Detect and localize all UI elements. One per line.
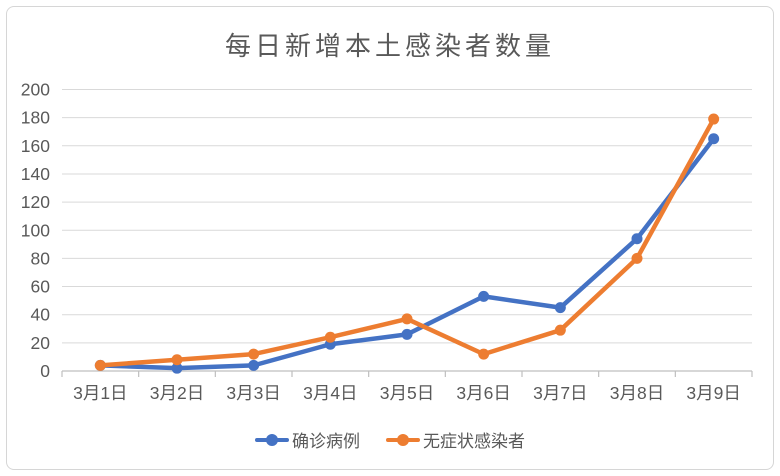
- series-确诊病例: [94, 133, 720, 374]
- data-point: [708, 133, 720, 145]
- legend: 确诊病例 无症状感染者: [0, 427, 780, 452]
- legend-label: 确诊病例: [292, 432, 360, 451]
- x-axis-tick-label: 3月8日: [610, 383, 664, 403]
- legend-item-确诊病例: 确诊病例: [255, 427, 360, 452]
- y-axis-tick-label: 80: [31, 248, 51, 268]
- y-axis-tick-label: 200: [21, 80, 50, 100]
- legend-line-marker-icon: [386, 433, 420, 446]
- data-point: [401, 328, 413, 340]
- data-point: [94, 359, 106, 371]
- x-axis-labels: 3月1日 3月2日 3月3日 3月4日 3月5日 3月6日 3月7日 3月8日 3月9日: [73, 383, 741, 403]
- y-axis-tick-label: 160: [21, 136, 50, 156]
- x-axis-tick-label: 3月2日: [150, 383, 204, 403]
- legend-label: 无症状感染者: [423, 432, 525, 451]
- data-point: [171, 354, 183, 366]
- y-axis-tick-label: 120: [21, 192, 50, 212]
- y-axis-tick-label: 60: [31, 277, 51, 297]
- data-point: [554, 302, 566, 314]
- chart-title: 每日新增本土感染者数量: [224, 31, 555, 61]
- series-无症状感染者: [94, 113, 720, 371]
- x-axis-tick-label: 3月5日: [380, 383, 434, 403]
- data-point: [478, 348, 490, 360]
- legend-item-无症状感染者: 无症状感染者: [386, 427, 525, 452]
- x-axis: [61, 370, 753, 377]
- y-axis-tick-label: 20: [31, 333, 51, 353]
- x-axis-tick-label: 3月7日: [533, 383, 587, 403]
- data-point: [401, 313, 413, 325]
- data-point: [324, 331, 336, 343]
- x-axis-tick-label: 3月4日: [303, 383, 357, 403]
- data-point: [171, 362, 183, 374]
- gridlines: [62, 89, 752, 344]
- x-axis-tick-label: 3月1日: [73, 383, 127, 403]
- x-axis-tick-label: 3月9日: [686, 383, 740, 403]
- y-axis-labels: 0 20 40 60 80 100 120 140 160 180 200: [21, 80, 50, 382]
- y-axis-tick-label: 0: [40, 361, 50, 381]
- data-point: [478, 290, 490, 302]
- data-point: [248, 348, 260, 360]
- x-axis-tick-label: 3月3日: [226, 383, 280, 403]
- data-point: [631, 252, 643, 264]
- data-point: [631, 233, 643, 245]
- y-axis-tick-label: 180: [21, 108, 50, 128]
- x-axis-tick-label: 3月6日: [456, 383, 510, 403]
- series-line: [98, 116, 716, 368]
- data-point: [708, 113, 720, 125]
- legend-line-marker-icon: [255, 433, 289, 446]
- y-axis-tick-label: 100: [21, 220, 50, 240]
- data-point: [248, 359, 260, 371]
- y-axis-tick-label: 140: [21, 164, 50, 184]
- data-point: [554, 324, 566, 336]
- y-axis-tick-label: 40: [31, 305, 51, 325]
